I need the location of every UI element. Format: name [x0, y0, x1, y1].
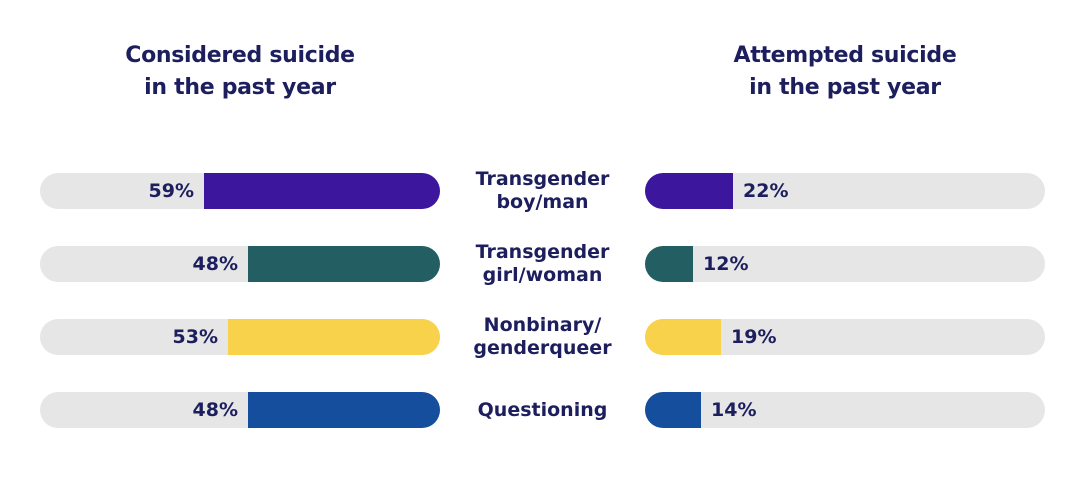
- category-label: Questioning: [445, 399, 640, 422]
- considered-track: 48%: [40, 392, 440, 428]
- category-label-line: boy/man: [496, 191, 589, 213]
- considered-track: 53%: [40, 319, 440, 355]
- attempted-value-label: 12%: [703, 253, 749, 275]
- considered-bar: [204, 173, 440, 209]
- right-panel-title-line-1: Attempted suicide: [733, 43, 957, 68]
- category-label-line: genderqueer: [473, 337, 612, 359]
- considered-bar: [228, 319, 440, 355]
- category-label-line: Questioning: [477, 398, 608, 421]
- considered-track: 48%: [40, 246, 440, 282]
- considered-value-label: 53%: [172, 326, 218, 348]
- attempted-value-label: 14%: [711, 399, 757, 421]
- left-panel-title: Considered suicide in the past year: [40, 40, 440, 104]
- attempted-bar: [645, 173, 733, 209]
- attempted-bar: [645, 319, 721, 355]
- category-label-line: girl/woman: [482, 264, 603, 286]
- category-label: Transgender girl/woman: [445, 241, 640, 287]
- right-panel-title-line-2: in the past year: [749, 75, 941, 100]
- category-label: Transgender boy/man: [445, 168, 640, 214]
- category-label-line: Transgender: [475, 168, 610, 190]
- attempted-value-label: 22%: [743, 180, 789, 202]
- attempted-track: 14%: [645, 392, 1045, 428]
- left-panel-title-line-1: Considered suicide: [125, 43, 355, 68]
- considered-track: 59%: [40, 173, 440, 209]
- considered-value-label: 59%: [148, 180, 194, 202]
- attempted-bar: [645, 392, 701, 428]
- attempted-track: 19%: [645, 319, 1045, 355]
- considered-bar: [248, 392, 440, 428]
- left-panel-title-line-2: in the past year: [144, 75, 336, 100]
- attempted-bar: [645, 246, 693, 282]
- category-label-line: Nonbinary/: [483, 314, 602, 336]
- attempted-track: 12%: [645, 246, 1045, 282]
- considered-value-label: 48%: [192, 253, 238, 275]
- attempted-value-label: 19%: [731, 326, 777, 348]
- category-label-line: Transgender: [475, 241, 610, 263]
- right-panel-title: Attempted suicide in the past year: [645, 40, 1045, 104]
- considered-value-label: 48%: [192, 399, 238, 421]
- category-label: Nonbinary/genderqueer: [445, 314, 640, 360]
- considered-bar: [248, 246, 440, 282]
- attempted-track: 22%: [645, 173, 1045, 209]
